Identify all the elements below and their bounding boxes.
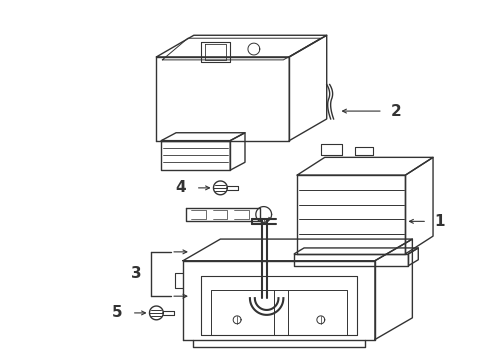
Text: 5: 5 (111, 305, 122, 320)
Text: 4: 4 (175, 180, 186, 195)
Text: 1: 1 (434, 214, 444, 229)
Text: 3: 3 (131, 266, 142, 281)
Text: 2: 2 (390, 104, 401, 118)
